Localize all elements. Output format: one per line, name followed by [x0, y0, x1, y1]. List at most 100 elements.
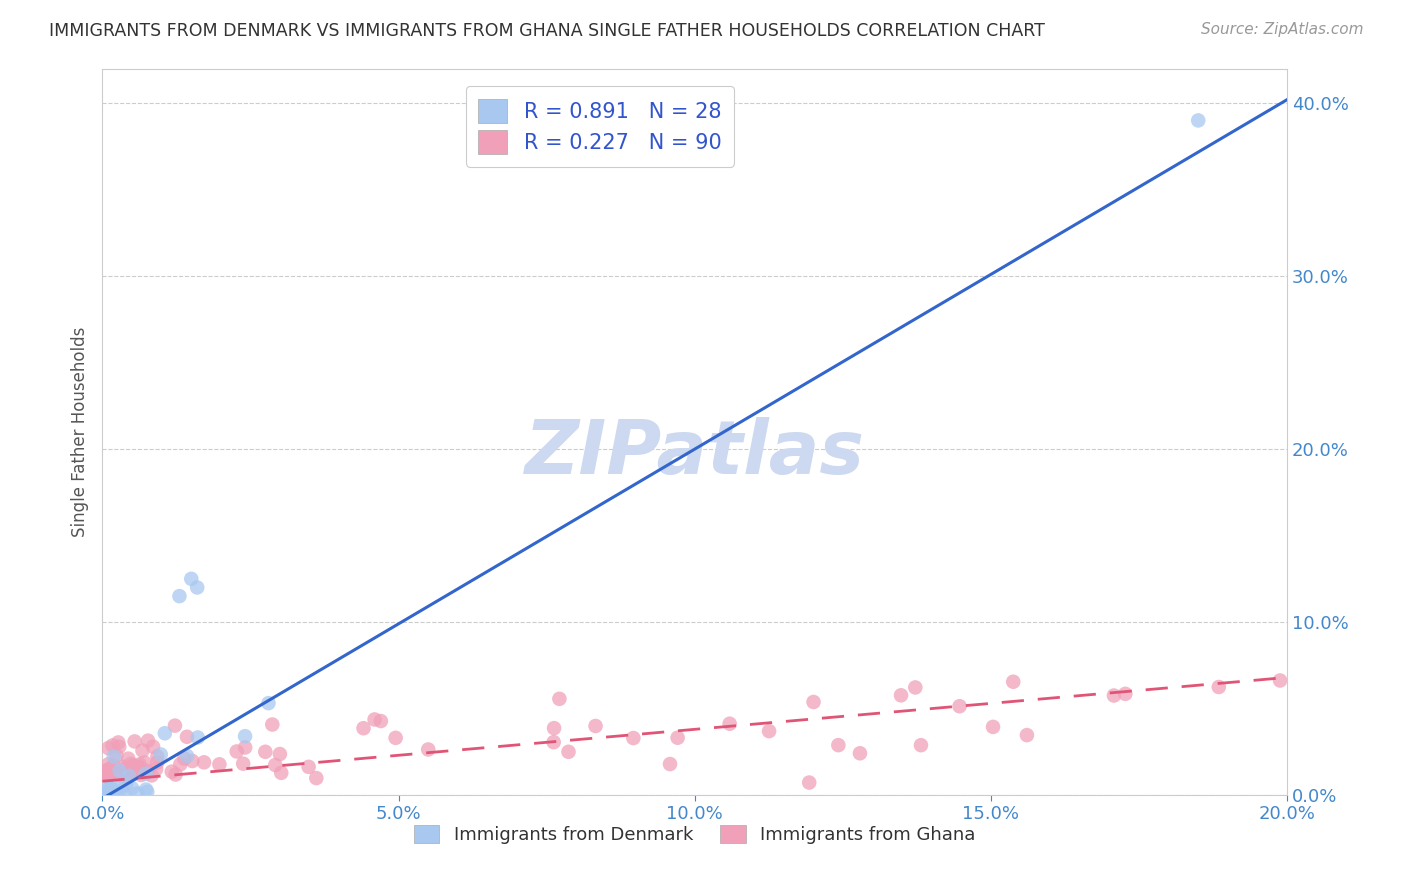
Point	[384, 731, 406, 745]
Point	[659, 757, 682, 772]
Point	[97, 741, 120, 756]
Point	[103, 783, 125, 797]
Point	[100, 782, 122, 797]
Point	[117, 751, 139, 765]
Point	[418, 742, 440, 756]
Point	[112, 762, 135, 776]
Point	[100, 765, 122, 780]
Point	[104, 766, 127, 780]
Point	[97, 757, 120, 772]
Point	[758, 724, 780, 739]
Point	[103, 758, 125, 772]
Y-axis label: Single Father Households: Single Father Households	[72, 326, 89, 537]
Point	[97, 769, 120, 783]
Point	[142, 739, 165, 754]
Point	[827, 738, 849, 752]
Point	[114, 786, 136, 800]
Point	[115, 778, 138, 792]
Point	[97, 786, 120, 800]
Point	[254, 745, 277, 759]
Point	[187, 731, 209, 745]
Point	[548, 691, 571, 706]
Point	[1002, 674, 1025, 689]
Point	[118, 769, 141, 783]
Point	[146, 756, 169, 770]
Point	[97, 764, 120, 779]
Point	[127, 759, 149, 773]
Point	[1208, 680, 1230, 694]
Point	[145, 762, 167, 776]
Text: Source: ZipAtlas.com: Source: ZipAtlas.com	[1201, 22, 1364, 37]
Point	[621, 731, 644, 745]
Point	[543, 721, 565, 735]
Point	[666, 731, 689, 745]
Point	[108, 764, 131, 778]
Point	[176, 749, 198, 764]
Point	[233, 729, 256, 743]
Point	[904, 681, 927, 695]
Point	[262, 717, 284, 731]
Point	[163, 718, 186, 732]
Point	[149, 747, 172, 762]
Point	[128, 762, 150, 776]
Point	[134, 756, 156, 770]
Point	[557, 745, 579, 759]
Point	[129, 768, 152, 782]
Point	[363, 713, 385, 727]
Point	[186, 581, 208, 595]
Point	[269, 747, 291, 761]
Point	[97, 763, 120, 777]
Point	[208, 757, 231, 772]
Point	[97, 781, 120, 796]
Point	[543, 735, 565, 749]
Point	[233, 740, 256, 755]
Point	[981, 720, 1004, 734]
Point	[127, 786, 149, 800]
Point	[264, 758, 287, 772]
Point	[165, 767, 187, 781]
Point	[1102, 689, 1125, 703]
Point	[799, 775, 821, 789]
Point	[257, 696, 280, 710]
Point	[135, 766, 157, 780]
Point	[103, 749, 125, 764]
Point	[169, 589, 191, 603]
Point	[136, 785, 159, 799]
Point	[1187, 113, 1209, 128]
Point	[128, 757, 150, 772]
Point	[136, 733, 159, 747]
Point	[114, 769, 136, 783]
Point	[124, 765, 146, 780]
Point	[948, 699, 970, 714]
Point	[803, 695, 825, 709]
Point	[173, 751, 195, 765]
Point	[111, 760, 134, 774]
Point	[298, 760, 321, 774]
Point	[160, 764, 183, 779]
Point	[141, 768, 163, 782]
Point	[181, 754, 204, 768]
Point	[910, 738, 932, 752]
Point	[105, 748, 128, 763]
Point	[124, 734, 146, 748]
Point	[890, 688, 912, 702]
Point	[585, 719, 607, 733]
Point	[108, 739, 131, 754]
Point	[97, 786, 120, 800]
Point	[1015, 728, 1038, 742]
Point	[135, 764, 157, 778]
Point	[225, 744, 247, 758]
Point	[124, 765, 146, 780]
Point	[122, 758, 145, 772]
Point	[176, 730, 198, 744]
Point	[108, 780, 131, 794]
Point	[117, 768, 139, 782]
Legend: R = 0.891   N = 28, R = 0.227   N = 90: R = 0.891 N = 28, R = 0.227 N = 90	[465, 87, 734, 167]
Point	[100, 762, 122, 776]
Point	[98, 780, 121, 795]
Point	[97, 767, 120, 781]
Point	[107, 735, 129, 749]
Text: ZIPatlas: ZIPatlas	[524, 417, 865, 490]
Point	[370, 714, 392, 728]
Point	[232, 756, 254, 771]
